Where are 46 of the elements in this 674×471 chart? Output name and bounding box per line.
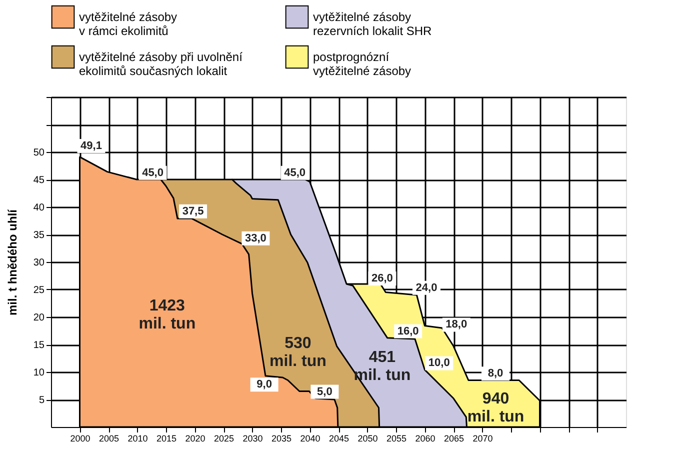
annotation: 530 mil. tun (270, 335, 326, 370)
annotation: 10,0 (428, 357, 450, 370)
annotation: 37,5 (182, 205, 204, 218)
y-tick-label: 50 (33, 148, 45, 158)
x-tick-label: 2000 (70, 434, 90, 444)
annotation: 24,0 (416, 282, 438, 294)
x-tick-label: 2015 (156, 434, 177, 444)
x-tick-label: 2055 (386, 434, 407, 444)
legend-label: vytěžitelné zásoby při uvolnění ekolimitů současných lokalit (79, 50, 244, 78)
x-tick-label: 2065 (444, 434, 464, 444)
y-tick-label: 15 (33, 340, 45, 351)
annotation: 1423 mil. tun (138, 298, 196, 333)
x-tick-label: 2040 (300, 434, 320, 444)
legend-label: vytěžitelné zásoby rezervních lokalit SHR (313, 10, 432, 38)
annotation: 26,0 (371, 272, 393, 284)
y-tick-label: 35 (33, 230, 45, 241)
x-tick-label: 2025 (214, 434, 234, 444)
y-tick-label: 25 (33, 285, 45, 296)
annotation: 940 mil. tun (467, 390, 524, 426)
x-tick-label: 2045 (328, 434, 350, 444)
x-tick-label: 2050 (358, 434, 378, 444)
annotation: 49,1 (80, 140, 102, 152)
x-tick-label: 2030 (242, 434, 263, 444)
x-tick-label: 2020 (185, 434, 206, 444)
y-tick-label: 5 (38, 395, 45, 406)
annotation: 18,0 (446, 318, 468, 331)
y-tick-label: 45 (33, 175, 45, 186)
x-tick-label: 2060 (415, 434, 436, 444)
annotation: 45,0 (284, 166, 306, 179)
annotation: 33,0 (244, 232, 266, 244)
annotation: 16,0 (397, 325, 419, 338)
y-tick-label: 30 (33, 258, 45, 268)
y-tick-label: 10 (33, 368, 45, 378)
annotation: 9,0 (256, 378, 272, 391)
annotation: 8,0 (488, 368, 504, 380)
legend-label: vytěžitelné zásoby v rámci ekolimitů (79, 10, 178, 38)
annotation: 5,0 (317, 386, 332, 398)
x-tick-label: 2005 (98, 434, 120, 444)
legend-label: postprognózní vytěžitelné zásoby (313, 50, 412, 78)
x-tick-label: 2070 (472, 434, 493, 444)
y-axis-title: mil. t hnědého uhlí (5, 208, 20, 316)
x-tick-label: 2035 (271, 434, 292, 444)
y-tick-label: 20 (33, 312, 45, 324)
x-tick-label: 2010 (128, 434, 148, 444)
annotation: 45,0 (142, 166, 164, 179)
y-tick-label: 40 (33, 202, 45, 214)
